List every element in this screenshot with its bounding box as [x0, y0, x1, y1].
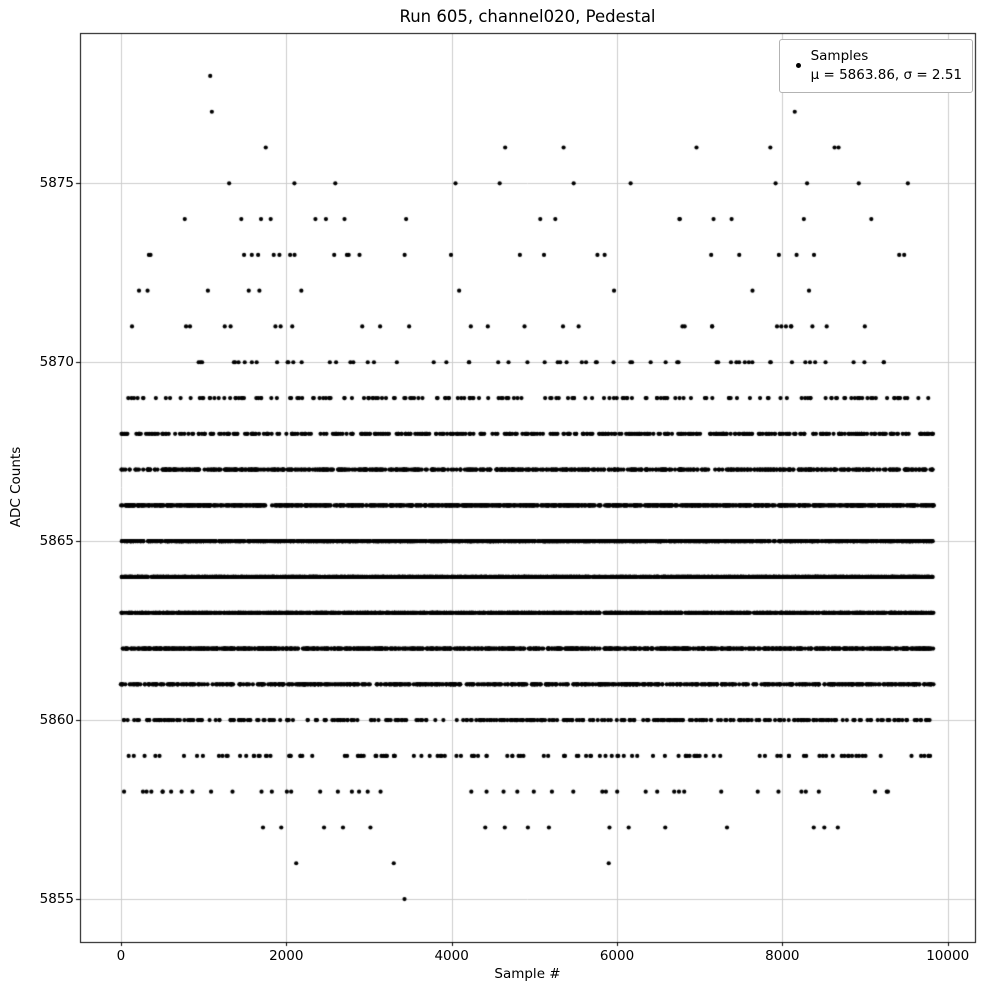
y-tick-label: 5855 [39, 891, 74, 908]
y-tick-label: 5865 [39, 533, 74, 550]
y-tick-label: 5875 [39, 175, 74, 192]
x-tick-label: 10000 [926, 948, 970, 964]
x-tick-label: 8000 [765, 948, 800, 964]
x-axis-label: Sample # [494, 966, 561, 982]
legend-label-samples: Samples [810, 48, 869, 64]
legend: Samples μ = 5863.86, σ = 2.51 [778, 39, 973, 93]
x-tick-label: 0 [116, 948, 126, 964]
x-tick-label: 2000 [269, 948, 304, 964]
y-axis-label: ADC Counts [8, 446, 24, 528]
y-tick-label: 5860 [39, 712, 74, 729]
y-tick-label: 5870 [39, 354, 74, 371]
x-tick-label: 6000 [599, 948, 635, 964]
x-tick-label: 4000 [434, 948, 469, 964]
legend-label-stats: μ = 5863.86, σ = 2.51 [810, 66, 962, 83]
legend-marker-dot-icon [795, 63, 801, 69]
chart-title: Run 605, channel020, Pedestal [399, 7, 656, 26]
